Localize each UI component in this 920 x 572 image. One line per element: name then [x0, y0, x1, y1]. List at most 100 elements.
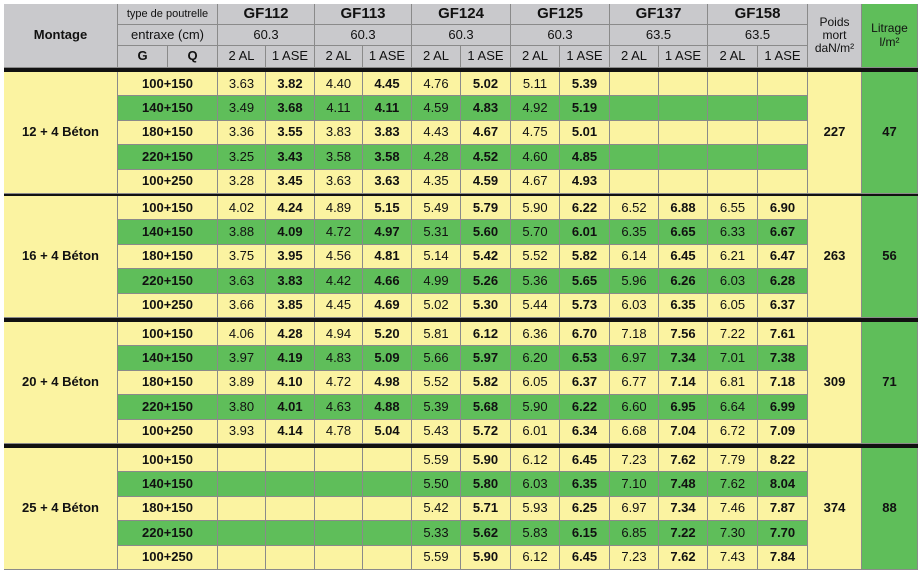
value-2al: 7.10 — [610, 472, 659, 497]
value-2al: 6.05 — [708, 293, 758, 318]
value-1ase: 4.85 — [560, 145, 610, 170]
value-2al — [708, 72, 758, 97]
value-1ase: 4.67 — [461, 120, 511, 146]
load-label: 180+150 — [118, 496, 218, 522]
value-1ase: 3.68 — [266, 96, 315, 121]
value-2al — [708, 120, 758, 146]
value-2al — [315, 521, 363, 546]
poids-value: 227 — [808, 72, 862, 194]
separator — [4, 194, 918, 196]
value-2al: 4.94 — [315, 322, 363, 347]
value-2al: 7.79 — [708, 448, 758, 473]
col-label: 2 AL — [610, 46, 659, 68]
q-label: Q — [168, 46, 218, 68]
value-1ase — [266, 545, 315, 570]
value-1ase: 6.65 — [659, 220, 708, 245]
value-2al: 3.97 — [218, 346, 266, 371]
value-1ase: 6.12 — [461, 322, 511, 347]
value-1ase: 6.28 — [758, 269, 808, 294]
value-1ase: 4.66 — [363, 269, 412, 294]
value-1ase: 6.45 — [560, 448, 610, 473]
value-2al: 6.03 — [610, 293, 659, 318]
value-1ase: 3.55 — [266, 120, 315, 146]
load-label: 220+150 — [118, 395, 218, 420]
value-1ase: 7.04 — [659, 419, 708, 444]
litrage-value: 56 — [862, 196, 918, 318]
value-2al: 4.75 — [511, 120, 560, 146]
value-2al: 5.14 — [412, 244, 461, 270]
value-2al: 5.31 — [412, 220, 461, 245]
value-1ase: 5.42 — [461, 244, 511, 270]
value-2al: 5.83 — [511, 521, 560, 546]
value-1ase: 6.37 — [560, 370, 610, 396]
value-2al: 4.06 — [218, 322, 266, 347]
value-1ase: 5.01 — [560, 120, 610, 146]
value-1ase: 5.82 — [461, 370, 511, 396]
value-1ase: 6.15 — [560, 521, 610, 546]
value-1ase: 4.09 — [266, 220, 315, 245]
value-2al: 4.02 — [218, 196, 266, 221]
value-2al: 3.63 — [315, 169, 363, 194]
value-2al: 5.90 — [511, 395, 560, 420]
poids-value: 374 — [808, 448, 862, 570]
value-1ase: 8.22 — [758, 448, 808, 473]
value-1ase: 6.01 — [560, 220, 610, 245]
value-2al: 3.25 — [218, 145, 266, 170]
value-2al: 6.03 — [511, 472, 560, 497]
value-2al: 3.36 — [218, 120, 266, 146]
g-label: G — [118, 46, 168, 68]
value-2al: 6.20 — [511, 346, 560, 371]
value-1ase — [266, 472, 315, 497]
value-2al — [315, 472, 363, 497]
montage-label: 16 + 4 Béton — [4, 196, 118, 318]
value-1ase: 5.79 — [461, 196, 511, 221]
value-2al: 4.78 — [315, 419, 363, 444]
montage-label: 25 + 4 Béton — [4, 448, 118, 570]
value-1ase — [363, 545, 412, 570]
value-2al — [610, 72, 659, 97]
value-2al: 6.52 — [610, 196, 659, 221]
load-label: 100+250 — [118, 419, 218, 444]
value-2al: 5.81 — [412, 322, 461, 347]
col-label: 1 ASE — [758, 46, 808, 68]
value-2al: 3.83 — [315, 120, 363, 146]
value-1ase: 4.01 — [266, 395, 315, 420]
value-1ase: 4.10 — [266, 370, 315, 396]
value-2al: 6.14 — [610, 244, 659, 270]
value-1ase: 3.58 — [363, 145, 412, 170]
product-entraxe: 63.5 — [610, 25, 708, 46]
value-2al — [708, 96, 758, 121]
separator — [4, 318, 918, 322]
value-2al: 4.99 — [412, 269, 461, 294]
value-2al: 3.28 — [218, 169, 266, 194]
load-label: 100+250 — [118, 293, 218, 318]
load-label: 100+150 — [118, 196, 218, 221]
value-1ase: 4.19 — [266, 346, 315, 371]
value-1ase: 6.22 — [560, 395, 610, 420]
value-2al: 3.49 — [218, 96, 266, 121]
value-2al — [218, 521, 266, 546]
value-2al: 3.63 — [218, 269, 266, 294]
value-2al: 3.89 — [218, 370, 266, 396]
value-2al — [218, 496, 266, 522]
value-2al: 6.85 — [610, 521, 659, 546]
value-1ase: 4.28 — [266, 322, 315, 347]
value-2al: 6.81 — [708, 370, 758, 396]
value-2al: 3.75 — [218, 244, 266, 270]
value-2al: 7.30 — [708, 521, 758, 546]
poids-value: 309 — [808, 322, 862, 444]
value-2al: 4.45 — [315, 293, 363, 318]
value-1ase: 6.35 — [560, 472, 610, 497]
value-1ase: 7.62 — [659, 545, 708, 570]
value-2al: 4.42 — [315, 269, 363, 294]
value-2al: 6.03 — [708, 269, 758, 294]
product-name: GF124 — [412, 4, 511, 25]
product-entraxe: 63.5 — [708, 25, 808, 46]
value-1ase: 3.63 — [363, 169, 412, 194]
value-1ase: 6.45 — [659, 244, 708, 270]
value-2al: 6.97 — [610, 346, 659, 371]
value-1ase: 4.93 — [560, 169, 610, 194]
value-2al: 7.23 — [610, 448, 659, 473]
value-1ase: 5.19 — [560, 96, 610, 121]
value-1ase: 5.30 — [461, 293, 511, 318]
